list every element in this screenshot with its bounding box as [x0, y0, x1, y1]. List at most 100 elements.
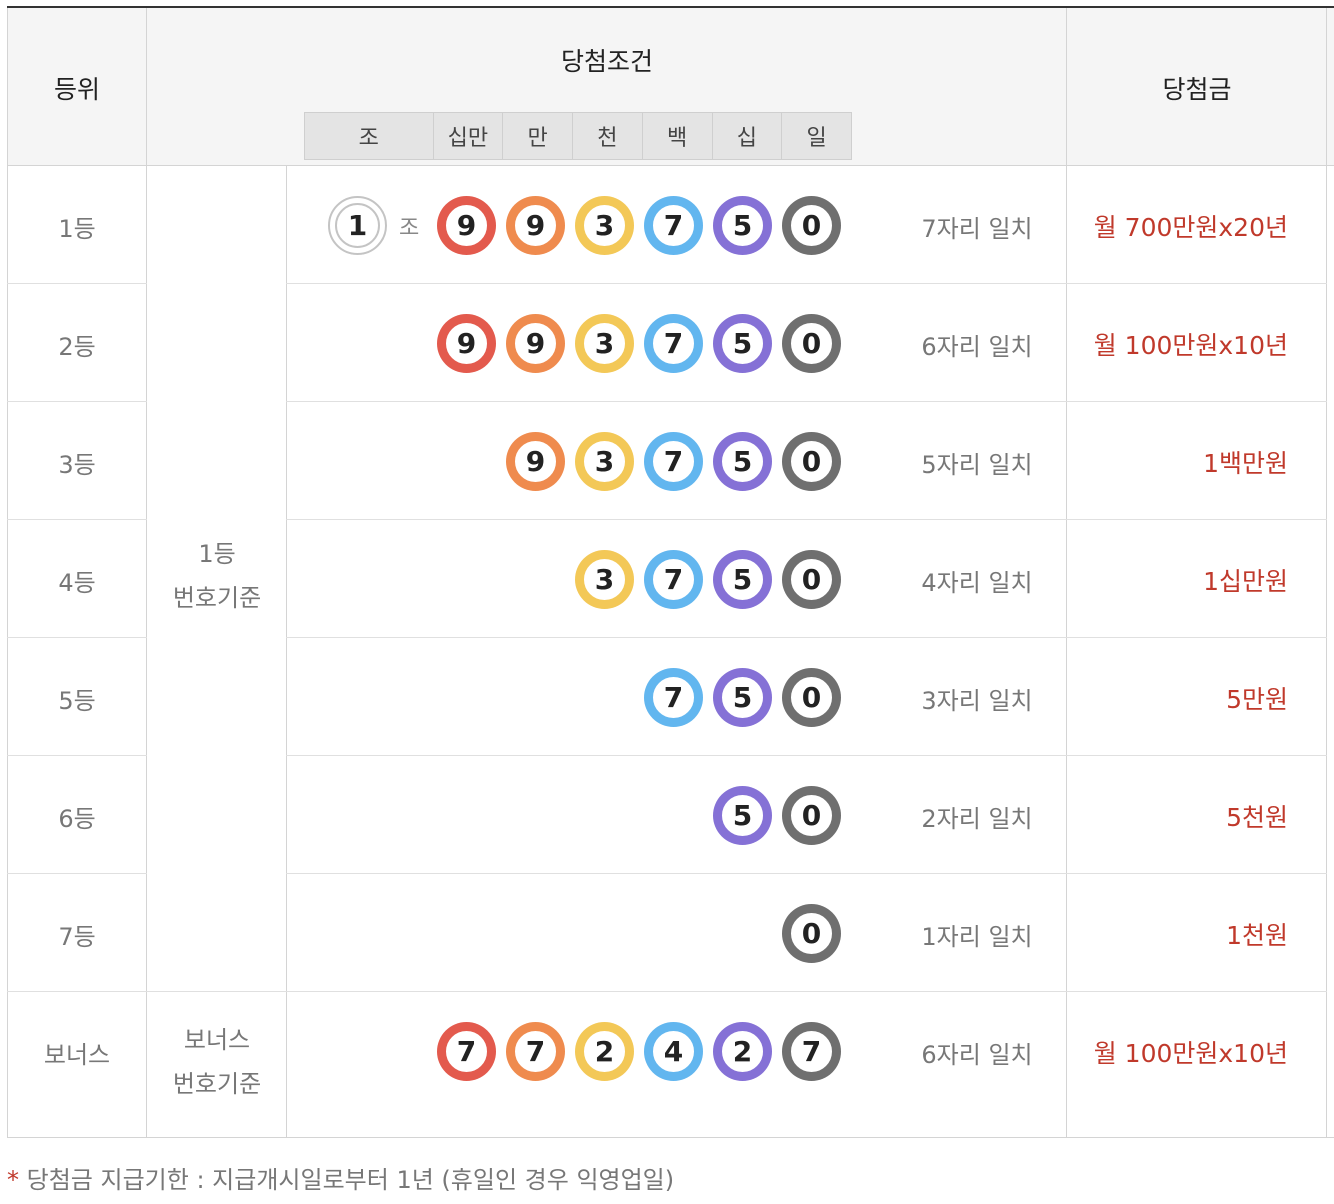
ball-digit: 2 [720, 1029, 765, 1074]
number-ball: 0 [782, 904, 841, 963]
ball-digit: 3 [582, 439, 627, 484]
rank-label: 6등 [58, 805, 96, 833]
column-divider [286, 166, 287, 1138]
column-divider [7, 8, 8, 1138]
row-divider [7, 401, 147, 402]
ball-digit: 9 [444, 321, 489, 366]
ball-digit: 7 [444, 1029, 489, 1074]
number-ball: 9 [437, 196, 496, 255]
prize-amount: 1십만원 [1203, 567, 1288, 596]
digit-header-3: 천 [572, 113, 642, 159]
row-divider [286, 637, 1327, 638]
basis-main-line1: 1등 [198, 540, 236, 568]
row-divider [7, 283, 147, 284]
ball-digit: 5 [720, 557, 765, 602]
ball-digit: 7 [651, 439, 696, 484]
digit-header-4: 백 [641, 113, 712, 159]
rank-label: 5등 [58, 687, 96, 715]
number-ball: 2 [713, 1022, 772, 1081]
number-ball: 0 [782, 432, 841, 491]
header-condition: 당첨조건 [560, 47, 653, 76]
match-label: 4자리 일치 [921, 569, 1033, 597]
row-divider [286, 283, 1327, 284]
digit-header-0: 조 [358, 126, 379, 151]
ball-digit: 0 [789, 203, 834, 248]
number-ball: 7 [644, 668, 703, 727]
number-ball: 9 [506, 314, 565, 373]
ball-digit: 0 [789, 911, 834, 956]
number-ball: 3 [575, 196, 634, 255]
prize-amount: 5천원 [1226, 803, 1288, 832]
match-label: 5자리 일치 [921, 451, 1033, 479]
ball-digit: 5 [720, 321, 765, 366]
number-ball: 7 [782, 1022, 841, 1081]
match-label: 6자리 일치 [921, 333, 1033, 361]
basis-main-line2: 번호기준 [172, 584, 262, 612]
ball-digit: 0 [789, 675, 834, 720]
ball-digit: 4 [651, 1029, 696, 1074]
ball-digit: 2 [582, 1029, 627, 1074]
ball-digit: 7 [651, 203, 696, 248]
digit-header-2: 만 [502, 113, 572, 159]
number-ball: 5 [713, 668, 772, 727]
prize-amount: 1백만원 [1203, 449, 1288, 478]
row-divider [7, 991, 1327, 992]
footnote-text: 당첨금 지급기한 : 지급개시일로부터 1년 (휴일인 경우 익영업일) [26, 1166, 675, 1194]
number-ball: 0 [782, 668, 841, 727]
prize-amount: 1천원 [1226, 921, 1288, 950]
number-ball: 9 [506, 196, 565, 255]
number-ball: 5 [713, 314, 772, 373]
ball-digit: 7 [513, 1029, 558, 1074]
rank-label: 2등 [58, 333, 96, 361]
number-ball: 3 [575, 550, 634, 609]
number-ball: 5 [713, 196, 772, 255]
digit-header-1: 십만 [432, 113, 503, 159]
row-divider [286, 519, 1327, 520]
ball-digit: 5 [720, 203, 765, 248]
number-ball: 7 [644, 196, 703, 255]
prize-amount: 5만원 [1226, 685, 1288, 714]
prize-amount: 월 700만원x20년 [1093, 213, 1288, 242]
ball-digit: 5 [720, 439, 765, 484]
match-label: 6자리 일치 [921, 1041, 1033, 1069]
number-ball: 7 [644, 314, 703, 373]
row-divider [7, 637, 147, 638]
number-ball: 0 [782, 196, 841, 255]
column-divider [1326, 8, 1327, 1138]
rank-label: 4등 [58, 569, 96, 597]
digit-place-header: 조 십만 만 천 백 십 일 [304, 112, 852, 160]
ball-digit: 3 [582, 203, 627, 248]
number-ball: 9 [437, 314, 496, 373]
jo-digit: 1 [335, 203, 380, 248]
ball-digit: 9 [513, 203, 558, 248]
ball-digit: 5 [720, 675, 765, 720]
row-divider [7, 873, 147, 874]
ball-digit: 0 [789, 793, 834, 838]
prize-amount: 월 100만원x10년 [1093, 331, 1288, 360]
number-ball: 7 [437, 1022, 496, 1081]
ball-digit: 0 [789, 439, 834, 484]
number-ball: 9 [506, 432, 565, 491]
digit-header-6: 일 [781, 113, 851, 159]
digit-header-5: 십 [711, 113, 782, 159]
number-ball: 4 [644, 1022, 703, 1081]
rank-label: 7등 [58, 923, 96, 951]
number-ball: 3 [575, 314, 634, 373]
basis-main: 1등 번호기준 [147, 532, 287, 620]
number-ball: 3 [575, 432, 634, 491]
row-divider [286, 401, 1327, 402]
ball-digit: 5 [720, 793, 765, 838]
number-ball: 2 [575, 1022, 634, 1081]
rank-label: 1등 [58, 215, 96, 243]
number-ball: 7 [506, 1022, 565, 1081]
number-ball: 0 [782, 550, 841, 609]
prize-amount: 월 100만원x10년 [1093, 1039, 1288, 1068]
jo-label: 조 [399, 216, 420, 241]
number-ball: 0 [782, 314, 841, 373]
ball-digit: 7 [789, 1029, 834, 1074]
number-ball: 7 [644, 432, 703, 491]
header-prize: 당첨금 [1162, 75, 1232, 104]
ball-digit: 0 [789, 557, 834, 602]
column-divider [146, 8, 147, 1138]
ball-digit: 3 [582, 321, 627, 366]
